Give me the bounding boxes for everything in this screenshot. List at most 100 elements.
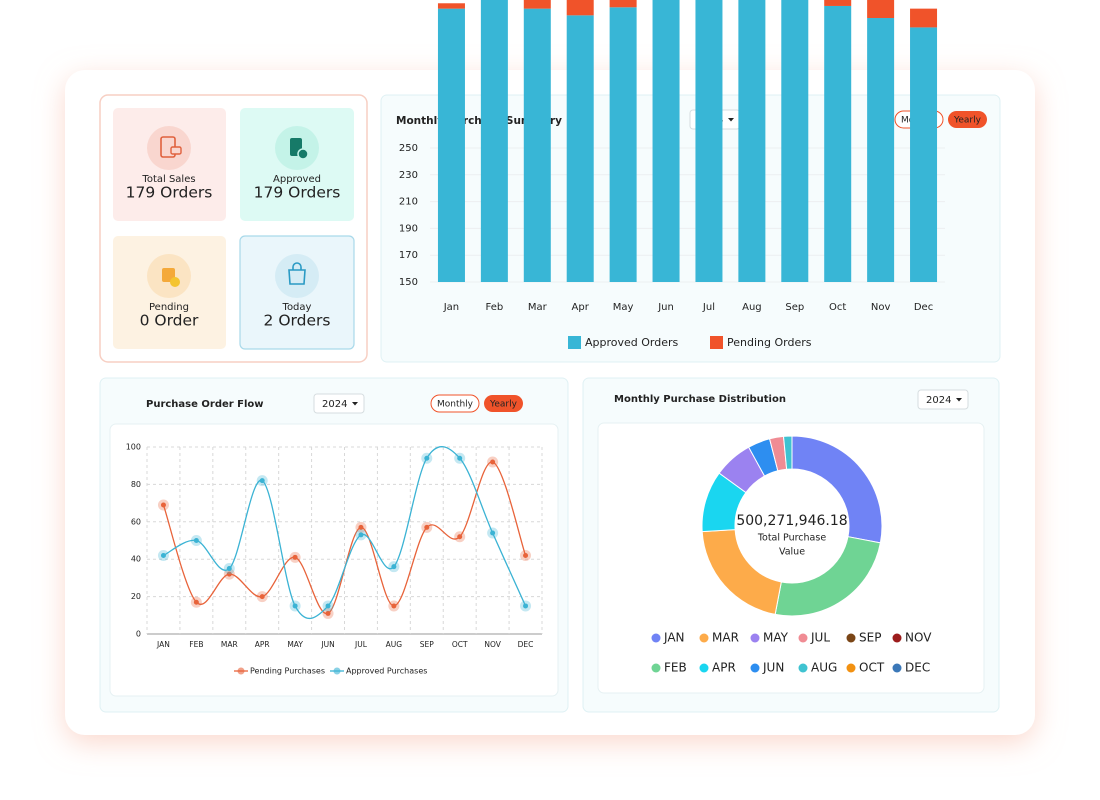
- card-icon: [275, 254, 319, 298]
- point: [457, 534, 463, 540]
- point: [358, 532, 364, 538]
- dropdown-arrow: [956, 398, 962, 402]
- point: [391, 603, 397, 609]
- chart-title: Monthly Purchase Summary: [396, 115, 562, 127]
- y-tick-label: 150: [399, 277, 418, 288]
- x-tick-label: Mar: [528, 302, 548, 313]
- point: [292, 603, 298, 609]
- legend-label: MAY: [763, 631, 789, 645]
- bar-segment: [566, 15, 594, 283]
- point: [391, 564, 397, 570]
- bar-segment: [910, 27, 938, 283]
- x-tick-label: Jul: [702, 302, 715, 313]
- bar-segment: [867, 0, 895, 19]
- bar-segment: [609, 0, 637, 8]
- card-label: Today: [282, 302, 312, 313]
- bar-segment: [867, 18, 895, 283]
- legend-marker: [237, 667, 245, 675]
- bar-segment: [523, 0, 551, 9]
- button-text: Yearly: [489, 400, 518, 410]
- y-tick-label: 170: [399, 250, 418, 261]
- x-tick-label: Jan: [443, 302, 459, 313]
- monthly-button[interactable]: [430, 394, 480, 413]
- yearly-button[interactable]: [948, 111, 987, 128]
- yearly-button[interactable]: [484, 395, 523, 412]
- x-tick-label: Apr: [572, 302, 590, 313]
- bar-segment: [824, 5, 852, 283]
- legend-dot: [750, 633, 760, 643]
- y-tick-label: 60: [131, 517, 141, 526]
- x-tick-label: APR: [255, 640, 270, 649]
- year-selector-text: 2024: [322, 399, 347, 410]
- x-tick-label: NOV: [484, 640, 501, 649]
- legend-dot: [798, 663, 808, 673]
- x-tick-label: AUG: [386, 640, 403, 649]
- bar-segment: [695, 0, 723, 282]
- legend-dot: [846, 663, 856, 673]
- dropdown-arrow: [352, 402, 358, 406]
- legend-label: FEB: [664, 661, 687, 675]
- point: [424, 455, 430, 461]
- card-value: 179 Orders: [126, 184, 213, 202]
- y-tick-label: 40: [131, 555, 141, 564]
- legend-dot: [846, 633, 856, 643]
- y-tick-label: 210: [399, 197, 418, 208]
- x-tick-label: SEP: [420, 640, 434, 649]
- x-tick-label: Oct: [829, 302, 846, 313]
- card-icon: [170, 277, 180, 287]
- card-value: 179 Orders: [254, 184, 341, 202]
- x-tick-label: May: [613, 302, 634, 313]
- card-value: 0 Order: [140, 312, 199, 330]
- x-tick-label: DEC: [518, 640, 534, 649]
- x-tick-label: JUL: [354, 640, 368, 649]
- line-series: [162, 461, 527, 615]
- point: [292, 554, 298, 560]
- legend-label: JUL: [810, 631, 830, 645]
- point: [226, 566, 232, 572]
- bar-segment: [437, 3, 465, 9]
- legend-swatch: [710, 336, 723, 349]
- bar-segment: [824, 0, 852, 6]
- point: [490, 459, 496, 465]
- y-tick-label: 80: [131, 480, 141, 489]
- legend-label: MAR: [712, 631, 739, 645]
- dropdown-arrow: [728, 118, 734, 122]
- legend-swatch: [568, 336, 581, 349]
- legend-label: APR: [712, 661, 736, 675]
- legend-label: Pending Orders: [727, 336, 812, 349]
- point: [358, 524, 364, 530]
- legend-dot: [750, 663, 760, 673]
- bar-segment: [910, 8, 938, 28]
- x-tick-label: Jun: [657, 302, 674, 313]
- bar-segment: [781, 0, 809, 282]
- legend-dot: [892, 663, 902, 673]
- chart-title: Purchase Order Flow: [146, 399, 264, 410]
- line-plot-card: [109, 423, 559, 697]
- bar-segment: [437, 8, 465, 282]
- legend-label: Approved Orders: [585, 336, 679, 349]
- y-tick-label: 20: [131, 592, 141, 601]
- button-text: Monthly: [437, 400, 474, 410]
- x-tick-label: OCT: [452, 640, 468, 649]
- bar-segment: [609, 7, 637, 283]
- bar-segment: [738, 0, 766, 282]
- card-icon: [170, 146, 182, 155]
- bar-segment: [652, 0, 680, 283]
- legend-label: JUN: [762, 661, 784, 675]
- year-selector[interactable]: [313, 393, 365, 414]
- point: [193, 538, 199, 543]
- legend-dot: [699, 663, 709, 673]
- point: [325, 603, 331, 609]
- year-selector[interactable]: [917, 389, 969, 410]
- y-tick-label: 250: [399, 143, 418, 154]
- point: [226, 571, 232, 577]
- x-tick-label: FEB: [189, 640, 203, 649]
- legend-dot: [651, 663, 661, 673]
- point: [160, 552, 166, 558]
- card-value: 2 Orders: [264, 312, 331, 330]
- point: [325, 610, 331, 616]
- legend-dot: [699, 633, 709, 643]
- legend-dot: [798, 633, 808, 643]
- card-label: Approved: [273, 174, 321, 185]
